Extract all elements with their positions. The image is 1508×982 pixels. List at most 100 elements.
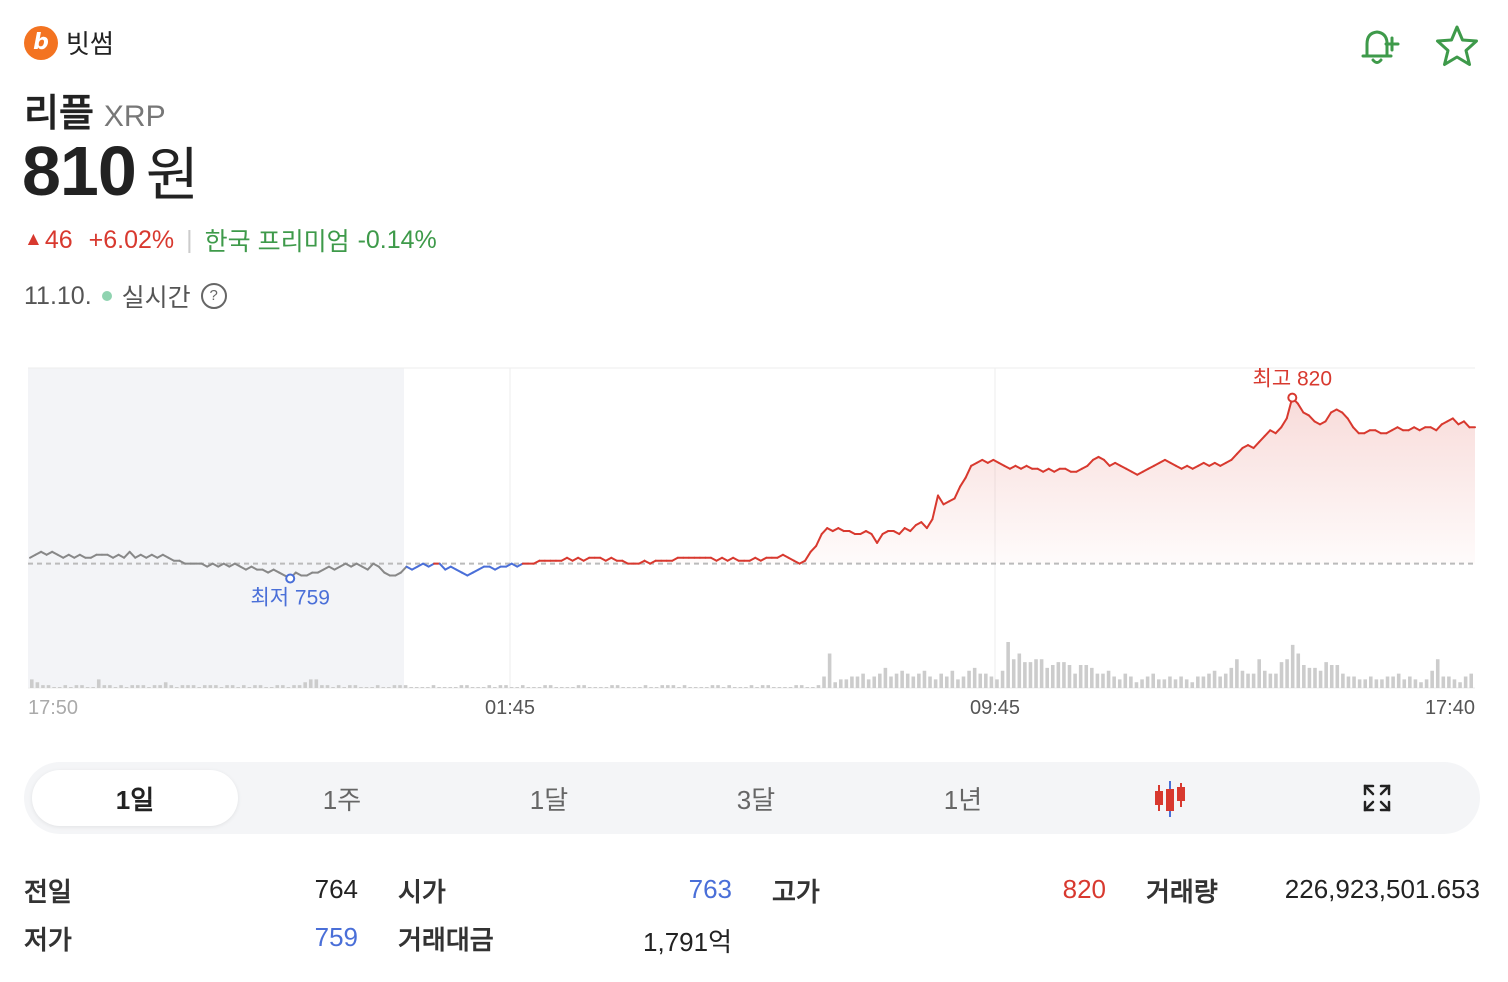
- volume-bar: [649, 687, 653, 688]
- price-line-segment: [261, 568, 270, 574]
- x-tick-label: 09:45: [970, 697, 1020, 719]
- price-line-segment: [1025, 464, 1034, 470]
- volume-bar: [119, 685, 123, 688]
- volume-bar: [693, 687, 698, 688]
- stat-high-value: 820: [1062, 874, 1106, 904]
- volume-bar: [1123, 673, 1128, 688]
- volume-bar: [883, 667, 888, 688]
- price-line-segment: [787, 556, 796, 562]
- volume-bar: [894, 673, 899, 688]
- volume-bar: [314, 679, 319, 688]
- price-line-segment: [460, 571, 469, 577]
- price-line-segment: [1108, 461, 1117, 467]
- exchange-header: b 빗썸: [24, 24, 114, 61]
- price-line-segment: [1219, 461, 1227, 467]
- price-line-segment: [1163, 458, 1172, 464]
- volume-bar: [96, 679, 101, 688]
- price-line-segment: [1241, 444, 1250, 450]
- price-line-segment: [925, 518, 934, 530]
- price-line-segment: [826, 527, 834, 533]
- current-price: 810 원: [22, 128, 199, 212]
- price-line-segment: [239, 565, 247, 571]
- price-line-segment: [1191, 464, 1200, 470]
- volume-bar: [476, 687, 480, 688]
- volume-bar: [437, 687, 441, 688]
- price-line-segment: [1175, 464, 1183, 470]
- volume-bar: [548, 685, 553, 688]
- volume-bar: [130, 685, 135, 688]
- tab-1-day[interactable]: 1일: [32, 770, 238, 826]
- volume-bar: [1290, 644, 1295, 688]
- price-line-segment: [1180, 464, 1189, 470]
- help-icon[interactable]: ?: [200, 283, 227, 309]
- price-line-segment: [1352, 426, 1360, 435]
- price-line-segment: [1440, 420, 1449, 426]
- volume-bar: [63, 685, 68, 688]
- price-line-segment: [339, 562, 347, 568]
- volume-bar: [1396, 673, 1401, 688]
- price-line-segment: [1125, 467, 1133, 473]
- volume-bar: [230, 685, 235, 688]
- volume-bar: [1424, 679, 1429, 688]
- expand-icon[interactable]: [1274, 770, 1480, 826]
- volume-bar: [532, 687, 536, 688]
- price-line-segment: [211, 562, 220, 568]
- volume-bar: [766, 685, 771, 688]
- price-line-segment: [278, 571, 286, 577]
- price-line-segment: [1335, 408, 1344, 414]
- volume-bar: [565, 687, 570, 688]
- volume-bar: [102, 685, 107, 688]
- price-line-segment: [1313, 420, 1321, 426]
- volume-bar: [1374, 679, 1379, 688]
- price-chart[interactable]: 최고 820 최저 759 17:50 01:45 09:45 17:40: [0, 340, 1508, 740]
- candlestick-icon[interactable]: [1067, 770, 1273, 826]
- volume-bar: [1062, 662, 1066, 688]
- price-line-segment: [1047, 467, 1056, 473]
- price-line-segment: [134, 553, 142, 559]
- volume-bar: [950, 670, 955, 688]
- price-line-segment: [1324, 411, 1333, 423]
- bell-plus-icon[interactable]: [1354, 22, 1404, 72]
- volume-bar: [1023, 662, 1027, 688]
- price-line-segment: [56, 553, 65, 559]
- price-line-segment: [1346, 417, 1355, 429]
- tab-1-month[interactable]: 1달: [529, 784, 569, 815]
- volume-bar: [805, 687, 810, 688]
- volume-bar: [643, 685, 648, 688]
- price-line-segment: [820, 527, 829, 536]
- volume-bar: [1329, 665, 1334, 688]
- price-line-segment: [876, 533, 884, 544]
- volume-bar: [325, 685, 330, 688]
- price-line-segment: [139, 553, 148, 559]
- volume-bar: [604, 687, 609, 688]
- volume-bar: [208, 685, 213, 688]
- price-line-segment: [610, 556, 618, 562]
- price-line-segment: [986, 458, 995, 464]
- stat-low-value: 759: [314, 922, 358, 952]
- price-line-segment: [881, 530, 890, 536]
- volume-bar: [1335, 665, 1340, 688]
- volume-bar: [560, 687, 564, 688]
- price-line-segment: [920, 521, 928, 530]
- price-line-segment: [150, 553, 159, 559]
- volume-bar: [905, 673, 910, 688]
- period-selector: 1일 1주 1달 3달 1년: [24, 762, 1480, 834]
- price-line-segment: [1247, 444, 1255, 450]
- volume-bar: [381, 687, 386, 688]
- tab-3-month[interactable]: 3달: [736, 784, 776, 815]
- price-line-segment: [411, 565, 419, 571]
- time-info: 11.10. 실시간 ?: [24, 278, 227, 314]
- tab-1-week[interactable]: 1주: [322, 784, 362, 815]
- tab-1-year[interactable]: 1년: [943, 784, 983, 815]
- volume-bar: [626, 687, 631, 688]
- price-line-segment: [1435, 423, 1443, 432]
- price-line-segment: [1396, 426, 1405, 432]
- volume-bar: [777, 687, 782, 688]
- volume-bar: [972, 667, 977, 688]
- price-line-segment: [936, 494, 945, 506]
- volume-bar: [827, 653, 832, 688]
- star-icon[interactable]: [1432, 22, 1482, 72]
- volume-bar: [509, 687, 514, 688]
- price-line-segment: [89, 553, 98, 559]
- volume-bar: [197, 687, 201, 688]
